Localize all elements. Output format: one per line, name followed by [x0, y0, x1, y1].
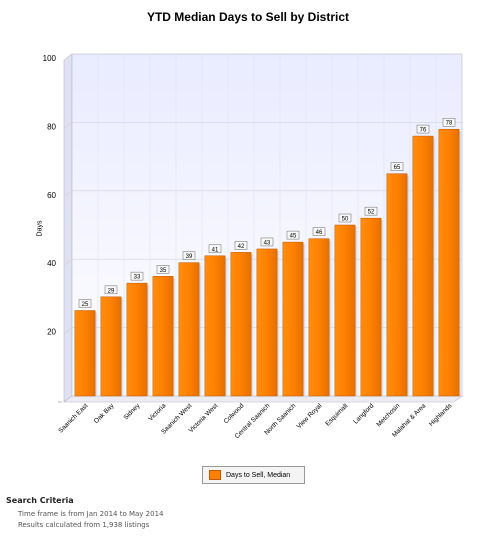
bar — [230, 252, 252, 397]
data-label-box — [260, 237, 274, 247]
data-label-box — [416, 124, 430, 134]
data-label-box — [286, 230, 300, 240]
gridline-wall — [63, 53, 73, 61]
x-tick-label: Saanich East — [57, 402, 89, 434]
criteria-results: Results calculated from 1,938 listings — [18, 521, 150, 529]
y-tick-label: 40 — [47, 259, 56, 268]
x-tick-label: View Royal — [296, 402, 324, 430]
x-tick-label: Langford — [352, 402, 375, 425]
data-label-box — [130, 271, 144, 281]
x-tick-label: Highlands — [428, 402, 454, 428]
data-label-box — [364, 206, 378, 216]
search-criteria: Search Criteria Time frame is from Jan 2… — [6, 496, 486, 531]
bar — [204, 255, 226, 397]
data-label: 29 — [108, 288, 115, 294]
data-label-box — [312, 227, 326, 236]
data-label: 35 — [160, 268, 167, 274]
data-label-box — [234, 241, 248, 250]
x-tick-label: Victoria — [147, 402, 167, 422]
bar — [152, 276, 174, 397]
bar — [178, 262, 200, 397]
y-tick-label: 80 — [47, 122, 56, 131]
bar — [360, 217, 382, 397]
gridline-wall — [63, 122, 73, 129]
plot-side-wall — [63, 53, 73, 403]
y-axis-label: Days — [36, 220, 44, 237]
data-label-box — [156, 265, 170, 274]
data-label-box — [78, 299, 92, 308]
y-tick-label: 100 — [43, 54, 57, 63]
chart-plot: 20 40 60 80 100 25 Saanich East 29 Oak Bay 33 Sidn… — [43, 53, 463, 440]
data-label: 50 — [342, 217, 349, 223]
plot-floor — [63, 395, 463, 403]
data-label: 46 — [316, 230, 323, 236]
data-label: 78 — [446, 121, 453, 127]
data-label: 43 — [264, 240, 271, 246]
data-label: 45 — [290, 234, 297, 240]
data-label: 25 — [82, 302, 89, 308]
data-label: 52 — [368, 210, 375, 216]
x-tick-label: Colwood — [223, 402, 246, 425]
criteria-title: Search Criteria — [6, 496, 74, 505]
bar — [256, 248, 278, 397]
x-tick-label: Sidney — [122, 402, 142, 422]
gridline-wall — [63, 327, 73, 334]
data-label-box — [442, 117, 456, 127]
data-label: 39 — [186, 254, 193, 260]
x-tick-label: Oak Bay — [93, 402, 116, 425]
legend-label: Days to Sell, Median — [226, 471, 291, 479]
data-label: 76 — [420, 128, 427, 134]
data-label: 65 — [394, 165, 401, 171]
bar — [126, 282, 148, 397]
gridline-wall — [63, 258, 73, 266]
data-label-box — [390, 162, 404, 171]
chart-title: YTD Median Days to Sell by District — [146, 10, 350, 24]
data-label: 41 — [212, 247, 219, 253]
bar — [438, 128, 460, 397]
gridline-wall — [63, 190, 73, 198]
data-label-box — [182, 251, 196, 260]
data-label-box — [104, 285, 118, 295]
bar — [334, 224, 356, 397]
bar — [412, 135, 434, 397]
data-label: 42 — [238, 244, 245, 250]
data-label-box — [338, 213, 352, 223]
data-label: 33 — [134, 275, 141, 281]
chart: YTD Median Days to Sell by District 20 40… — [36, 10, 463, 484]
y-tick-label: 60 — [47, 191, 56, 200]
data-label-box — [208, 244, 222, 254]
criteria-timeframe: Time frame is from Jan 2014 to May 2014 — [18, 510, 164, 518]
bar — [386, 173, 408, 397]
bar — [74, 310, 96, 397]
bar — [308, 238, 330, 397]
legend: Days to Sell, Median — [202, 466, 305, 484]
x-tick-label: Metchosin — [376, 402, 402, 428]
y-tick-label: 20 — [47, 328, 56, 337]
bar — [100, 296, 122, 397]
bar — [282, 241, 304, 397]
legend-swatch — [209, 470, 221, 480]
x-tick-label: Esquimalt — [324, 402, 349, 427]
